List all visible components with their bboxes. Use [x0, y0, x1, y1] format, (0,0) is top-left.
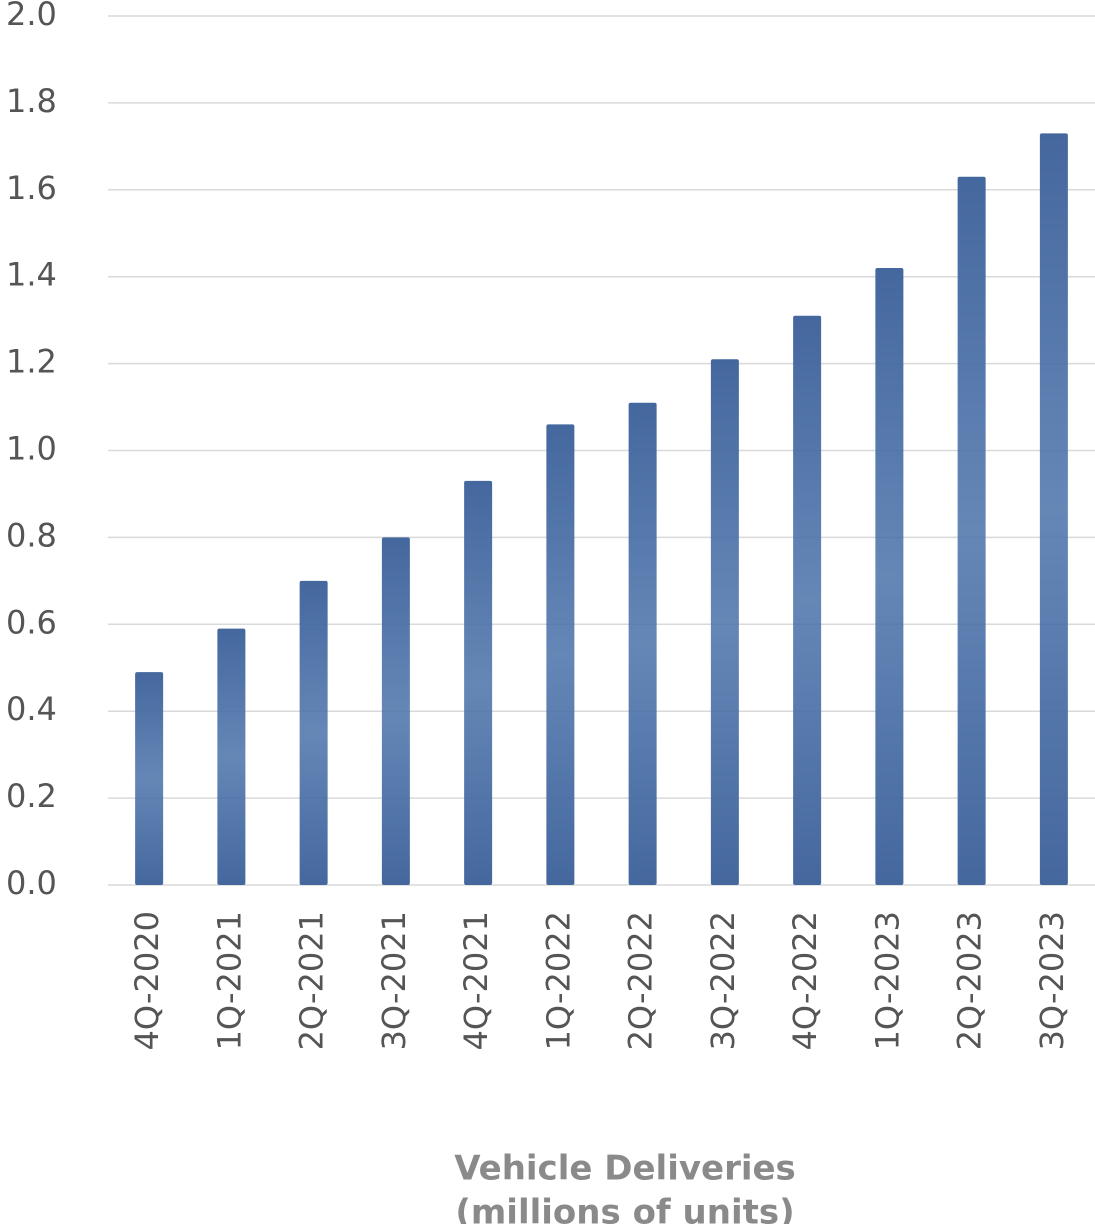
- y-tick-label: 1.8: [6, 82, 57, 120]
- bar: [464, 480, 493, 885]
- x-tick-label: 2Q-2023: [951, 911, 989, 1050]
- x-tick-label: 1Q-2023: [868, 911, 906, 1050]
- y-tick-label: 0.4: [6, 690, 57, 728]
- x-tick-label: 1Q-2022: [539, 911, 577, 1050]
- x-axis-title: Vehicle Deliveries: [454, 1149, 796, 1189]
- y-tick-label: 0.6: [6, 603, 57, 641]
- x-tick-label: 2Q-2021: [293, 911, 331, 1050]
- bar: [793, 315, 822, 885]
- x-tick-label: 2Q-2022: [622, 911, 660, 1050]
- bar: [546, 424, 575, 885]
- x-tick-label: 3Q-2021: [375, 911, 413, 1050]
- x-tick-label: 3Q-2022: [704, 911, 742, 1050]
- y-tick-label: 1.6: [6, 169, 57, 207]
- x-tick-label: 3Q-2023: [1033, 911, 1071, 1050]
- x-tick-label: 4Q-2021: [457, 911, 495, 1050]
- x-tick-label: 4Q-2020: [128, 911, 166, 1050]
- y-tick-label: 1.2: [6, 343, 57, 381]
- bar: [381, 537, 410, 885]
- y-tick-label: 0.0: [6, 864, 57, 902]
- bar: [1039, 133, 1068, 885]
- y-tick-label: 1.4: [6, 256, 57, 294]
- bar: [217, 628, 246, 885]
- x-tick-label: 1Q-2021: [210, 911, 248, 1050]
- bar: [710, 359, 739, 885]
- y-tick-label: 2.0: [6, 0, 57, 33]
- bar: [135, 672, 164, 885]
- bar: [957, 176, 986, 885]
- bar: [299, 580, 328, 885]
- bar: [628, 402, 657, 885]
- y-tick-label: 0.2: [6, 777, 57, 815]
- y-tick-label: 0.8: [6, 516, 57, 554]
- bar: [875, 268, 904, 885]
- x-axis-title: (millions of units): [455, 1193, 794, 1224]
- x-tick-label: 4Q-2022: [786, 911, 824, 1050]
- y-tick-label: 1.0: [6, 430, 57, 468]
